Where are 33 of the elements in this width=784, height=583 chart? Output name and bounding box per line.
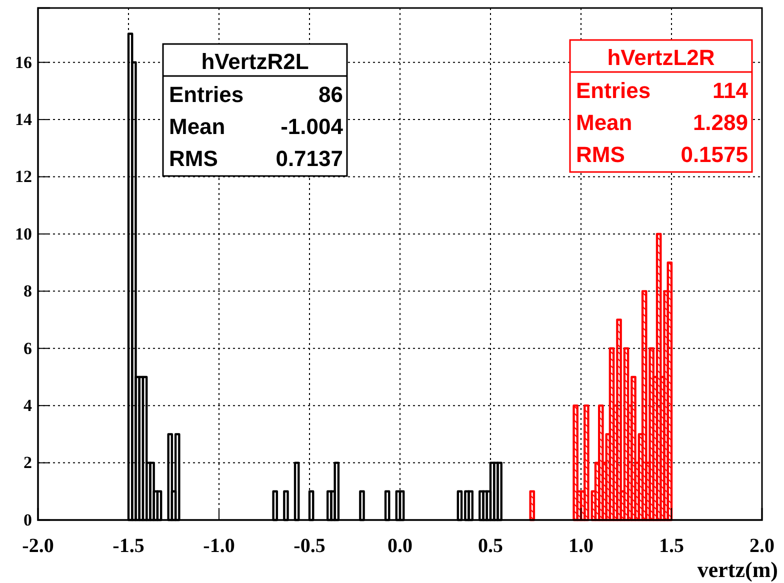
annotation: 114: [712, 78, 749, 103]
annotation: 0.1575: [680, 142, 748, 167]
x-tick-label: 0.5: [478, 535, 503, 558]
y-tick-label: 14: [15, 110, 32, 129]
y-tick-label: 10: [15, 224, 32, 244]
x-tick-label: -1.5: [112, 535, 144, 558]
y-tick-label: 6: [24, 338, 32, 358]
y-tick-label: 0: [24, 510, 32, 530]
y-tick-label: 16: [15, 52, 32, 72]
annotation: Mean: [169, 114, 226, 139]
text: hVertzR2L: [201, 49, 309, 74]
y-tick-label: 4: [24, 396, 32, 416]
y-tick-label: 2: [24, 453, 32, 472]
x-tick-label: -0.5: [294, 535, 326, 558]
x-tick-label: -1.0: [203, 535, 235, 558]
x-tick-label: 2.0: [750, 535, 774, 558]
x-tick-label: -2.0: [22, 535, 54, 558]
annotation: Entries: [169, 82, 244, 107]
annotation: 1.289: [692, 110, 748, 135]
text: hVertzL2R: [607, 45, 715, 70]
y-tick-label: 12: [15, 167, 32, 186]
y-tick-label: 8: [24, 282, 32, 301]
annotation: -1.004: [280, 114, 344, 139]
annotation: Entries: [576, 78, 651, 103]
annotation: RMS: [576, 142, 625, 167]
x-tick-label: 1.0: [568, 535, 594, 558]
x-tick-label: 0.0: [388, 535, 412, 558]
annotation: Mean: [576, 110, 632, 135]
annotation: RMS: [169, 146, 218, 171]
x-axis-title: vertz(m): [697, 557, 778, 582]
x-tick-label: 1.5: [659, 535, 684, 558]
annotation: 0.7137: [276, 146, 343, 171]
annotation: 86: [318, 82, 343, 107]
